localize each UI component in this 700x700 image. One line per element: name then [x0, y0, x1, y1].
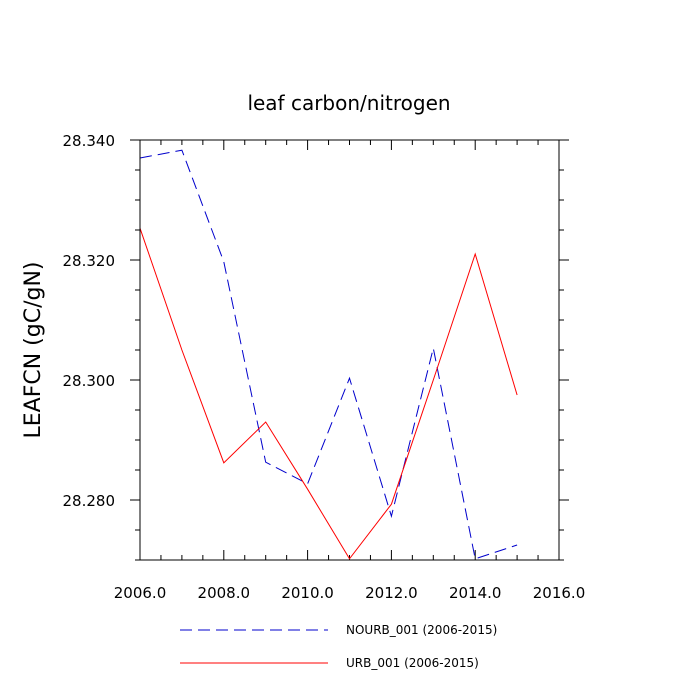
legend: NOURB_001 (2006-2015) URB_001 (2006-2015): [180, 623, 497, 670]
x-tick-label: 2010.0: [281, 584, 334, 602]
series-lines: [139, 149, 518, 560]
chart-title: leaf carbon/nitrogen: [247, 91, 450, 115]
plot-frame: [139, 139, 560, 561]
series-line-urb_001: [139, 228, 518, 560]
y-tick-label: 28.300: [63, 372, 116, 390]
legend-label: URB_001 (2006-2015): [346, 656, 479, 670]
x-tick-label: 2016.0: [533, 584, 586, 602]
series-line-nourb_001: [139, 149, 518, 560]
legend-label: NOURB_001 (2006-2015): [346, 623, 497, 637]
x-tick-label: 2008.0: [198, 584, 251, 602]
y-tick-label: 28.320: [63, 252, 116, 270]
y-axis-label: LEAFCN (gC/gN): [21, 262, 46, 439]
axis-ticks: 2006.0 2008.0 2010.0 2012.0 2014.0 2016.0 28.2…: [63, 132, 586, 602]
y-tick-label: 28.280: [63, 492, 116, 510]
x-tick-label: 2006.0: [114, 584, 167, 602]
x-tick-label: 2012.0: [365, 584, 418, 602]
y-tick-label: 28.340: [63, 132, 116, 150]
x-tick-label: 2014.0: [449, 584, 502, 602]
